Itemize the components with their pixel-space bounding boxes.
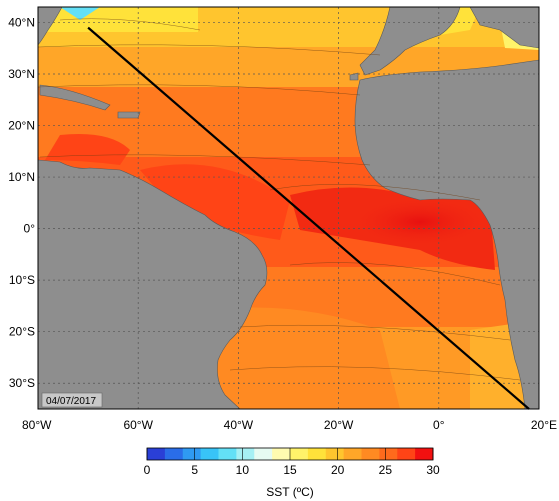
longitude-tick-label: 20°E xyxy=(531,418,557,432)
latitude-tick-label: 10°N xyxy=(8,170,35,184)
colorbar-ticks: 0 5 10 15 20 25 30 xyxy=(144,448,440,477)
colorbar-swatch xyxy=(379,448,398,460)
colorbar-swatch xyxy=(200,448,219,460)
colorbar-swatch xyxy=(361,448,380,460)
map-panel xyxy=(38,7,539,409)
colorbar-swatch xyxy=(325,448,345,460)
colorbar-swatch xyxy=(164,448,184,460)
colorbar-tick-label: 30 xyxy=(426,463,440,477)
mediterranean-africa xyxy=(469,7,539,49)
africa xyxy=(354,59,539,409)
canary-islands xyxy=(349,72,359,81)
colorbar-tick-label: 5 xyxy=(191,463,198,477)
latitude-tick-label: 30°S xyxy=(9,376,35,390)
colorbar-swatch xyxy=(218,448,237,460)
colorbar-swatch xyxy=(236,448,255,460)
hispaniola xyxy=(117,111,141,119)
colorbar-swatch xyxy=(415,448,434,460)
date-badge: 04/07/2017 xyxy=(41,392,103,408)
europe-iberia xyxy=(359,7,461,76)
longitude-tick-label: 80°W xyxy=(22,418,52,432)
date-label: 04/07/2017 xyxy=(46,396,96,407)
latitude-tick-label: 20°S xyxy=(9,325,35,339)
longitude-tick-label: 20°W xyxy=(324,418,354,432)
north-america xyxy=(38,7,63,46)
colorbar-swatch xyxy=(290,448,309,460)
cuba xyxy=(39,84,111,111)
colorbar-swatch xyxy=(147,448,166,460)
latitude-labels: 40°N 30°N 20°N 10°N 0° 10°S 20°S 30°S xyxy=(8,15,35,390)
latitude-tick-label: 0° xyxy=(24,222,36,236)
colorbar-tick-label: 20 xyxy=(331,463,345,477)
latitude-tick-label: 20°N xyxy=(8,119,35,133)
colorbar-swatch xyxy=(397,448,416,460)
sst-contours xyxy=(38,18,521,381)
land xyxy=(38,7,539,409)
transect-line xyxy=(87,26,530,410)
colorbar-tick-label: 0 xyxy=(144,463,151,477)
colorbar-tick-label: 25 xyxy=(379,463,393,477)
colorbar-swatch xyxy=(254,448,273,460)
colorbar-tick-label: 15 xyxy=(283,463,297,477)
caribbean-coast xyxy=(38,159,268,409)
colorbar-swatch xyxy=(307,448,327,460)
colorbar-swatch xyxy=(343,448,362,460)
longitude-labels: 80°W 60°W 40°W 20°W 0° 20°E xyxy=(22,418,557,432)
longitude-tick-label: 0° xyxy=(433,418,445,432)
longitude-tick-label: 60°W xyxy=(123,418,153,432)
latitude-tick-label: 10°S xyxy=(9,273,35,287)
colorbar-swatch xyxy=(272,448,291,460)
latitude-tick-label: 30°N xyxy=(8,67,35,81)
latitude-tick-label: 40°N xyxy=(8,15,35,29)
colorbar-label: SST (ºC) xyxy=(266,485,314,499)
colorbar-tick-label: 10 xyxy=(236,463,250,477)
longitude-tick-label: 40°W xyxy=(224,418,254,432)
colorbar-swatch xyxy=(182,448,202,460)
map-frame xyxy=(37,6,540,410)
